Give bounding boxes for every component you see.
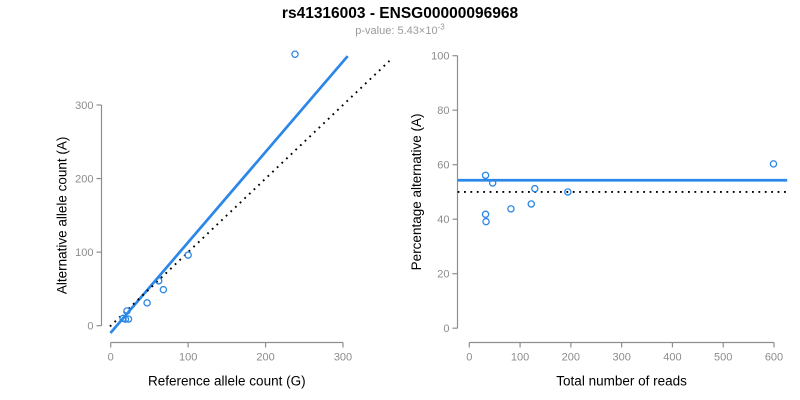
data-point [154,277,163,285]
x-axis-tick-label: 0 [108,352,114,364]
data-point [482,217,490,226]
data-point [769,160,778,168]
y-axis-tick-label: 0 [443,323,449,335]
pvalue-times-sign: × [418,25,426,37]
data-point [564,188,572,196]
y-axis-tick-label: 80 [437,105,449,117]
y-axis-tick-label: 300 [75,100,93,112]
x-axis-tick-label: 0 [466,352,472,364]
y-axis-tick-label: 100 [75,247,93,259]
x-axis-tick-label: 400 [663,352,681,364]
x-axis-tick-label: 200 [562,352,580,364]
data-point [123,307,131,315]
pvalue-exponent: -3 [437,22,445,32]
x-axis-tick-label: 200 [256,352,274,364]
plot-allele-counts: 0 100 200 300 0 100 200 300 Reference allele cou… [55,50,391,389]
data-point [124,315,133,323]
pvalue-mantissa: 5.43 [397,25,419,37]
x-axis-tick-label: 300 [334,352,352,364]
data-point [159,285,168,294]
data-point [184,251,192,259]
data-point [531,184,539,193]
pvalue-base: 10 [425,25,438,37]
x-axis-tick-label: 300 [612,352,630,364]
plot-percentage-vs-reads: 0 20 40 60 80 100 0 100 200 300 400 500 600 Total num… [409,51,788,389]
data-point [121,315,130,323]
y-axis-tick-label: 100 [431,51,449,63]
fit-line [109,55,349,334]
x-axis-tick-label: 500 [714,352,732,364]
data-point [488,179,497,187]
y-axis-tick-label: 20 [437,269,449,281]
y-axis-tick-label: 200 [75,173,93,185]
data-point [143,299,151,307]
y-axis-tick-label: 0 [87,321,93,333]
y-axis-tick-label: 40 [437,214,449,226]
data-point [481,210,490,219]
identity-line [109,60,391,328]
x-axis-tick-label: 600 [765,352,783,364]
data-point [507,205,515,213]
y-axis-title: Alternative allele count (A) [55,137,70,295]
page-title: rs41316003 - ENSG00000096968 [281,5,519,22]
x-axis-tick-label: 100 [179,352,197,364]
y-axis-tick-label: 60 [437,160,449,172]
pvalue-subtitle: p-value: 5.43×10-3 [0,22,800,37]
y-axis-title: Percentage alternative (A) [409,113,424,270]
x-axis-title: Reference allele count (G) [148,374,306,389]
x-axis-tick-label: 100 [511,352,529,364]
x-axis-title: Total number of reads [556,374,687,389]
data-point [481,171,490,180]
pvalue-label: p-value: [355,25,398,37]
data-point [527,200,536,208]
data-point [291,50,299,58]
